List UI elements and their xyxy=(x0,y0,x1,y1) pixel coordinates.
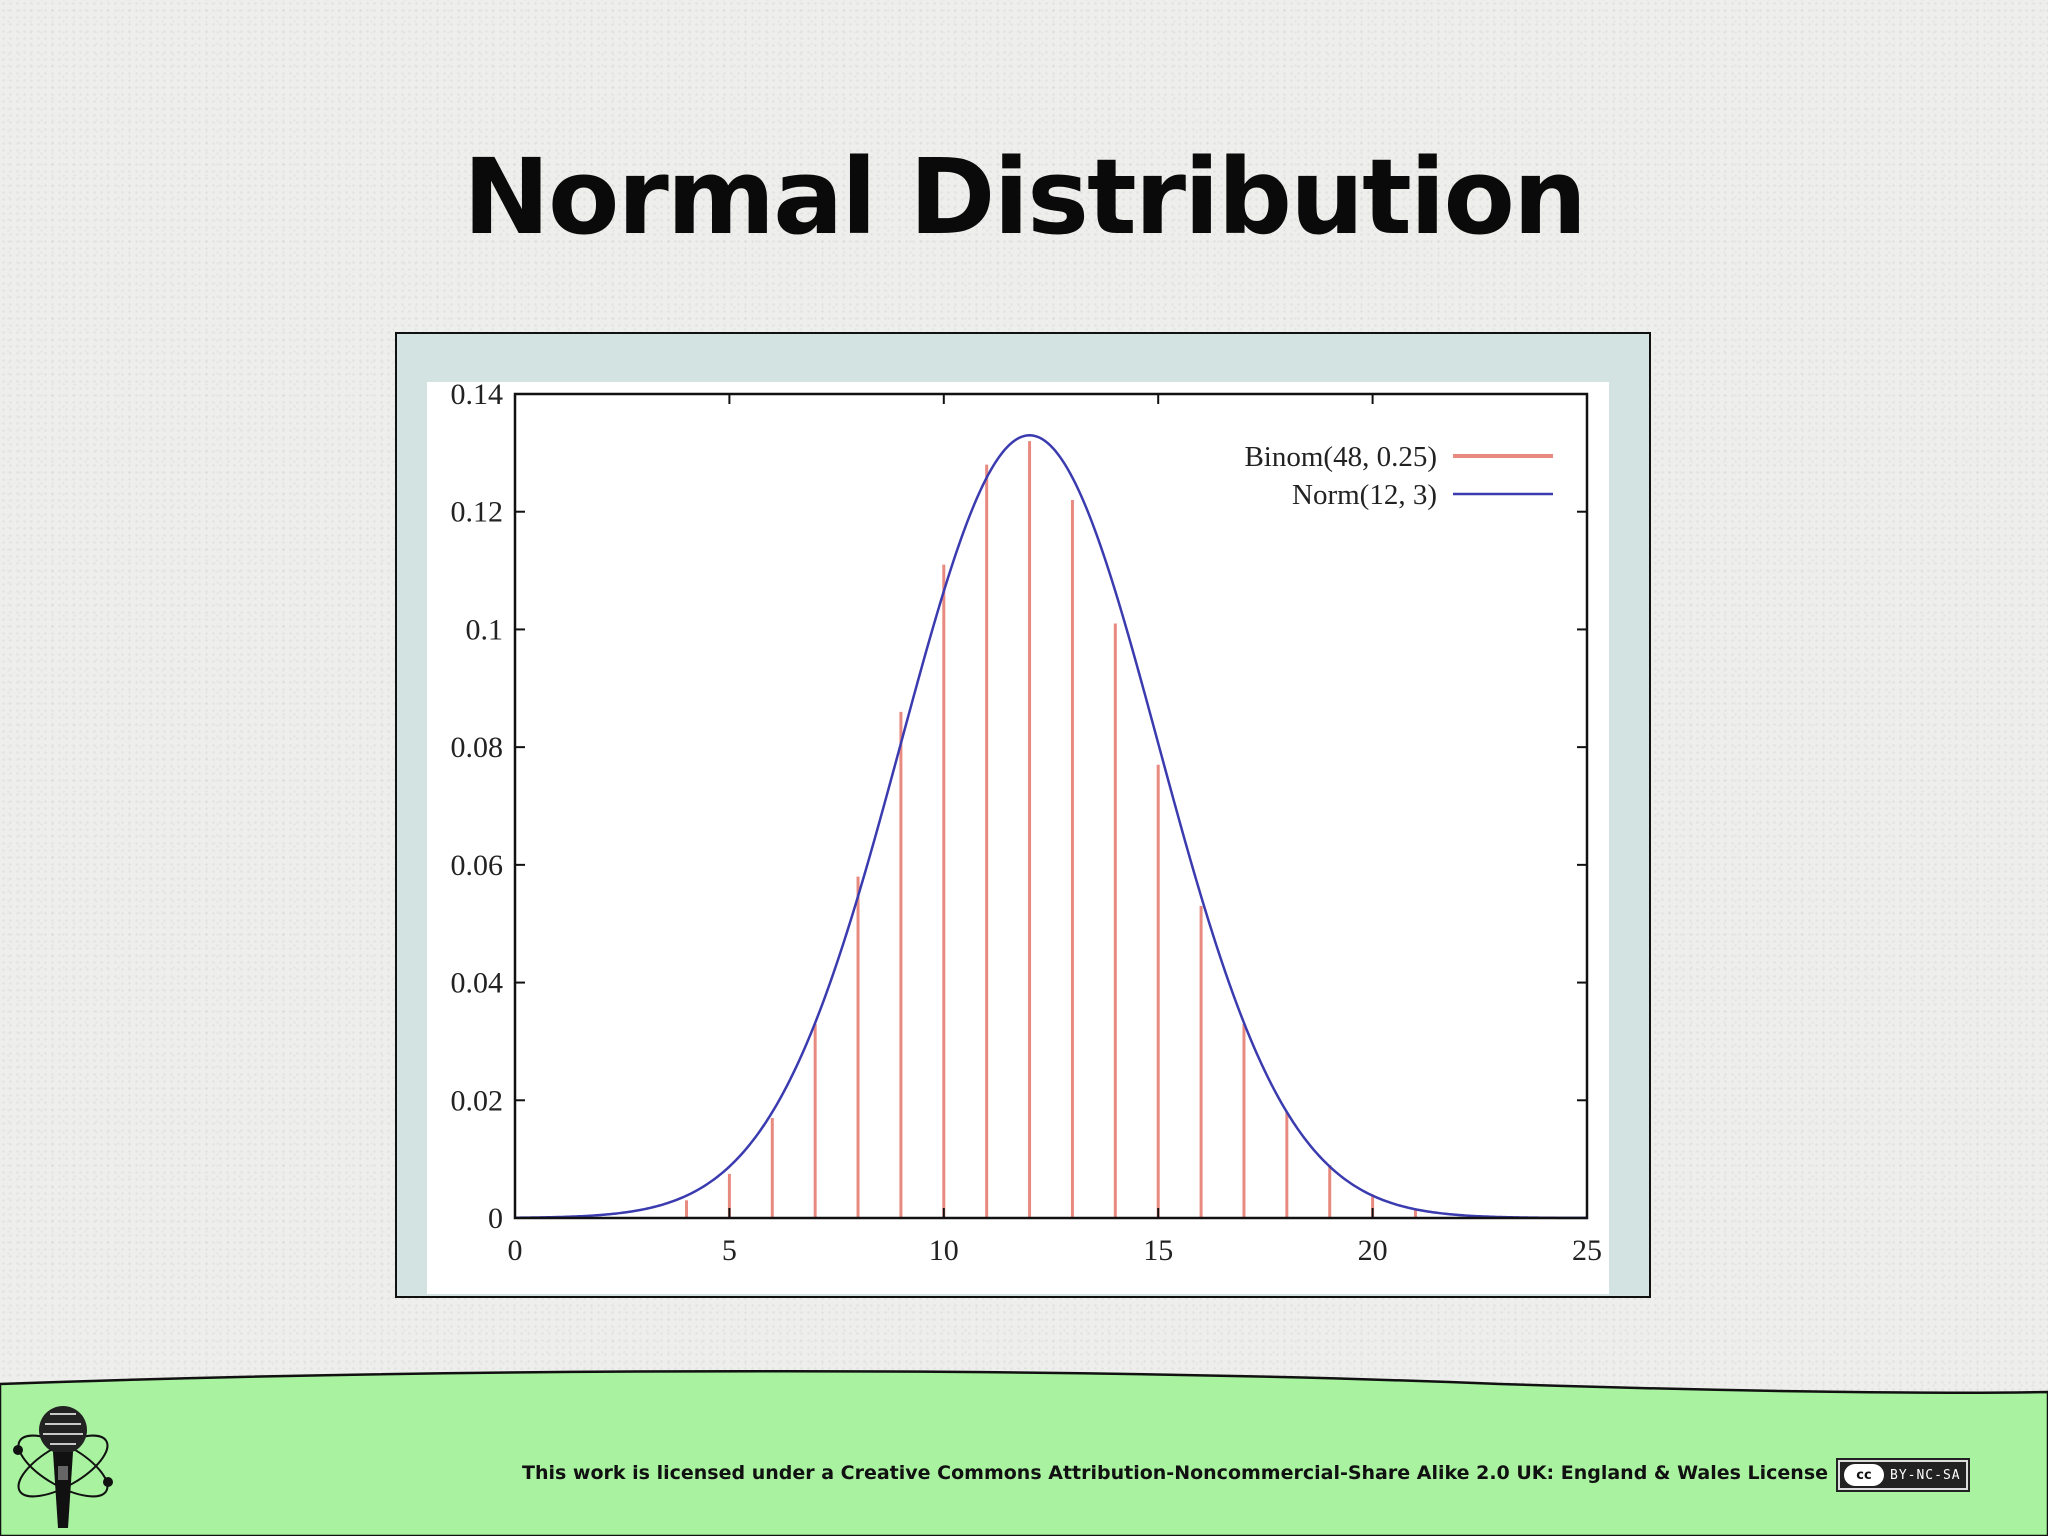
footer-wave xyxy=(0,1370,2048,1536)
chart: 0 5 10 15 20 25 0 0.02 0.04 0.06 0.08 0.1 0.12 0.14 B… xyxy=(427,378,1609,1294)
y-tick-label: 0.1 xyxy=(466,613,504,646)
norm-curve xyxy=(514,434,1587,1220)
chart-frame: 0 5 10 15 20 25 0 0.02 0.04 0.06 0.08 0.1 0.12 0.14 B… xyxy=(395,332,1651,1298)
y-tick-label: 0.08 xyxy=(451,731,504,764)
legend-label-norm: Norm(12, 3) xyxy=(1292,479,1437,511)
plot-background xyxy=(427,382,1609,1294)
microphone-atom-icon xyxy=(13,1406,113,1528)
footer-band xyxy=(0,1370,2048,1536)
plot-border xyxy=(513,392,1589,1220)
x-tick-label: 15 xyxy=(1143,1234,1173,1267)
cc-icon: cc xyxy=(1844,1464,1884,1486)
x-tick-label: 5 xyxy=(722,1234,737,1267)
y-tick-label: 0.04 xyxy=(451,967,504,1000)
binom-impulses xyxy=(685,441,1417,1218)
x-tick-label: 20 xyxy=(1358,1234,1388,1267)
x-tick-label: 10 xyxy=(929,1234,959,1267)
x-tick-label: 0 xyxy=(508,1234,523,1267)
y-tick-label: 0.12 xyxy=(451,496,504,529)
slide-title: Normal Distribution xyxy=(462,136,1587,258)
y-tick-label: 0.14 xyxy=(451,378,504,411)
cc-badge-text: BY-NC-SA xyxy=(1890,1467,1961,1483)
cc-license-badge[interactable]: cc BY-NC-SA xyxy=(1838,1460,1968,1490)
y-tick-label: 0 xyxy=(488,1202,503,1235)
y-tick-label: 0.02 xyxy=(451,1084,504,1117)
axis-ticks: 0 5 10 15 20 25 0 0.02 0.04 0.06 0.08 0.1 0.12 0.14 xyxy=(451,378,1603,1267)
y-tick-label: 0.06 xyxy=(451,849,504,882)
x-tick-label: 25 xyxy=(1572,1234,1602,1267)
legend-label-binom: Binom(48, 0.25) xyxy=(1244,441,1437,473)
license-text: This work is licensed under a Creative C… xyxy=(522,1462,1829,1484)
legend: Binom(48, 0.25) Norm(12, 3) xyxy=(1244,441,1553,511)
